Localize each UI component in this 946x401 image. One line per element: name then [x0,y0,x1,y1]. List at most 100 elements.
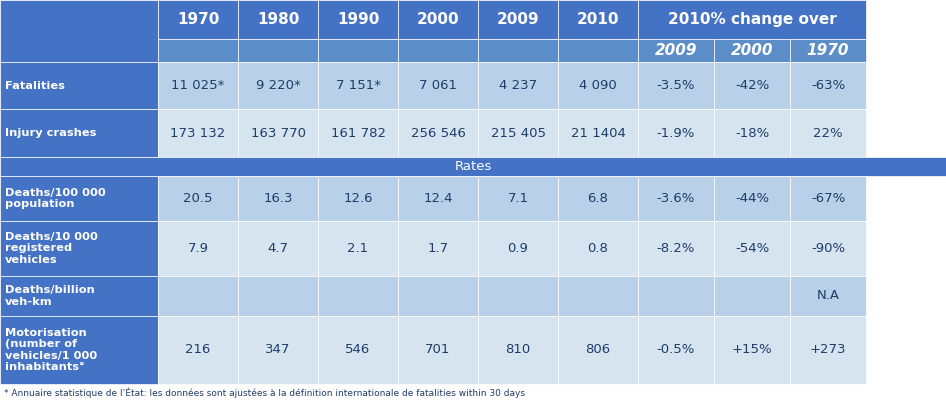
Text: +15%: +15% [731,343,772,356]
Text: +273: +273 [810,343,847,356]
Text: 1970: 1970 [807,43,850,58]
Bar [158,316,238,384]
Text: 16.3: 16.3 [263,192,292,205]
Bar [478,39,558,62]
Text: Fatalities: Fatalities [5,81,65,91]
Text: 1.7: 1.7 [428,242,448,255]
Bar [158,109,238,157]
Bar [158,176,238,221]
Text: -3.6%: -3.6% [657,192,695,205]
Text: 9 220*: 9 220* [255,79,301,92]
Text: -63%: -63% [811,79,845,92]
Bar [0,276,158,316]
Bar [238,62,318,109]
Bar [0,221,158,276]
Bar [638,39,714,62]
Text: 810: 810 [505,343,531,356]
Bar [638,0,866,39]
Bar [790,276,866,316]
Text: -3.5%: -3.5% [657,79,695,92]
Text: 546: 546 [345,343,371,356]
Text: 2000: 2000 [416,12,460,27]
Text: 22%: 22% [814,127,843,140]
Bar [558,0,638,39]
Bar [714,316,790,384]
Bar [558,39,638,62]
Bar [558,176,638,221]
Text: 0.9: 0.9 [508,242,529,255]
Bar [714,109,790,157]
Text: 161 782: 161 782 [330,127,386,140]
Bar [398,221,478,276]
Bar [478,221,558,276]
Text: -8.2%: -8.2% [657,242,695,255]
Text: 2009: 2009 [655,43,697,58]
Bar [478,316,558,384]
Text: 256 546: 256 546 [411,127,465,140]
Text: 12.6: 12.6 [343,192,373,205]
Text: 0.8: 0.8 [587,242,608,255]
Text: 2010% change over: 2010% change over [668,12,836,27]
Text: Injury crashes: Injury crashes [5,128,96,138]
Text: 12.4: 12.4 [423,192,453,205]
Bar [318,62,398,109]
Bar [238,39,318,62]
Text: -67%: -67% [811,192,845,205]
Bar [398,109,478,157]
Bar [158,276,238,316]
Bar [714,276,790,316]
Bar [158,0,238,39]
Text: -42%: -42% [735,79,769,92]
Bar [0,157,946,176]
Bar [238,276,318,316]
Bar [0,109,158,157]
Text: 2009: 2009 [497,12,539,27]
Bar [158,221,238,276]
Bar [238,316,318,384]
Bar [558,316,638,384]
Text: -44%: -44% [735,192,769,205]
Bar [318,109,398,157]
Bar [714,176,790,221]
Text: 7 061: 7 061 [419,79,457,92]
Text: Deaths/10 000
registered
vehicles: Deaths/10 000 registered vehicles [5,232,97,265]
Text: 6.8: 6.8 [587,192,608,205]
Text: 7.1: 7.1 [507,192,529,205]
Text: 347: 347 [265,343,290,356]
Text: 4 090: 4 090 [579,79,617,92]
Bar [558,109,638,157]
Text: 21 1404: 21 1404 [570,127,625,140]
Text: N.A: N.A [816,289,839,302]
Text: 2010: 2010 [577,12,620,27]
Bar [638,276,714,316]
Bar [790,39,866,62]
Bar [790,109,866,157]
Bar [318,39,398,62]
Bar [638,176,714,221]
Bar [638,316,714,384]
Text: 1980: 1980 [256,12,299,27]
Bar [398,62,478,109]
Bar [478,109,558,157]
Bar [398,276,478,316]
Bar [398,316,478,384]
Text: -54%: -54% [735,242,769,255]
Bar [158,62,238,109]
Bar [398,0,478,39]
Bar [714,62,790,109]
Bar [790,221,866,276]
Bar [238,0,318,39]
Text: 1970: 1970 [177,12,219,27]
Text: 163 770: 163 770 [251,127,306,140]
Text: 20.5: 20.5 [184,192,213,205]
Bar [558,276,638,316]
Text: 7 151*: 7 151* [336,79,380,92]
Bar [558,221,638,276]
Bar [238,109,318,157]
Bar [0,316,158,384]
Text: 216: 216 [185,343,211,356]
Bar [478,62,558,109]
Text: -1.9%: -1.9% [657,127,695,140]
Bar [238,221,318,276]
Bar [318,316,398,384]
